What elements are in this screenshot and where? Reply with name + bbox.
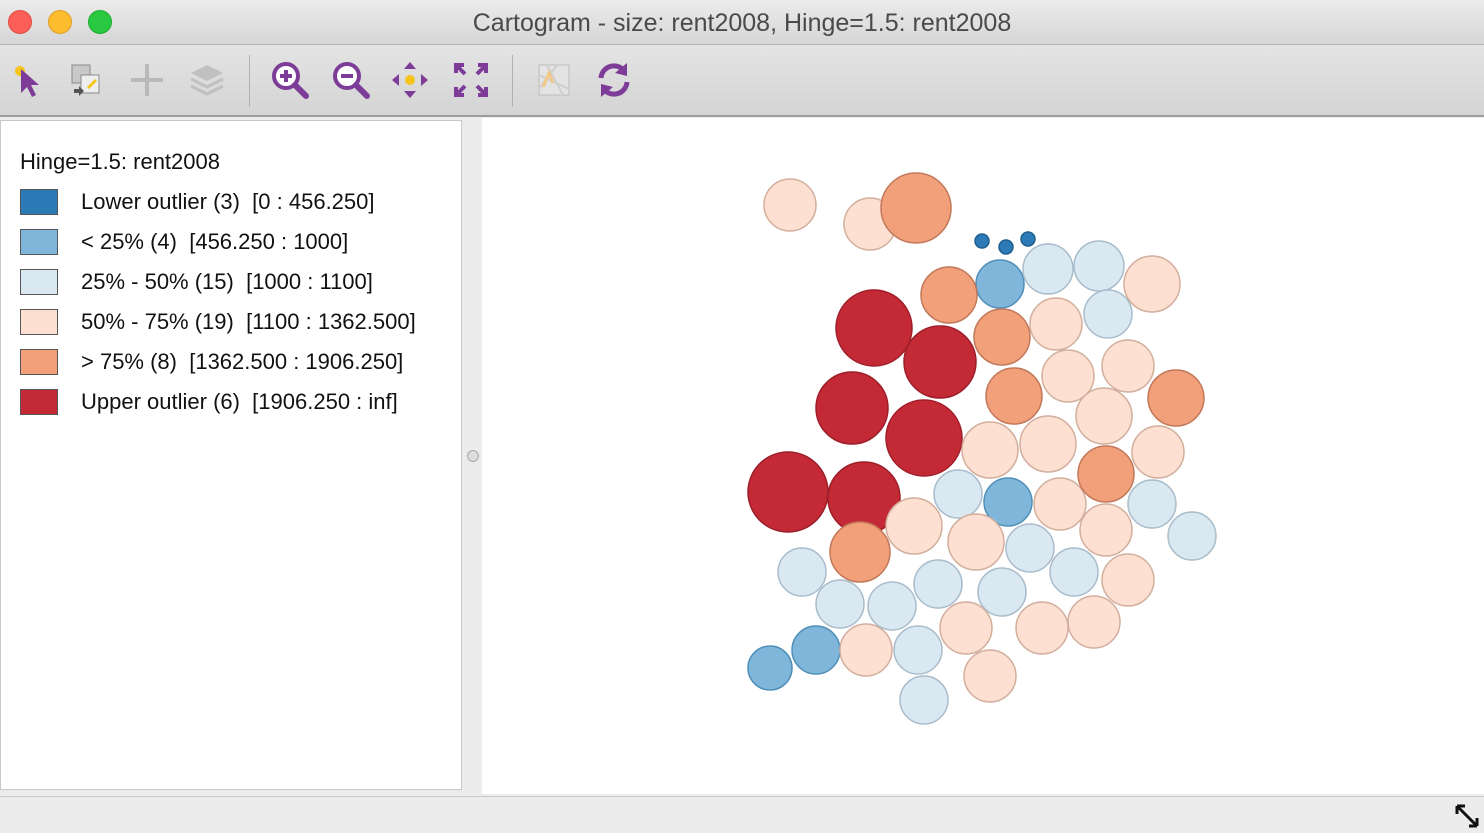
cartogram-circle[interactable] <box>1020 231 1036 247</box>
cartogram-circle[interactable] <box>1022 243 1074 295</box>
legend-item-above-75[interactable]: > 75% (8) [1362.500 : 1906.250] <box>20 348 403 376</box>
legend-item-label: Lower outlier (3) [0 : 456.250] <box>81 189 375 214</box>
cartogram-circle[interactable] <box>974 233 990 249</box>
cartogram-circle[interactable] <box>747 451 829 533</box>
cartogram-circle[interactable] <box>815 579 865 629</box>
cartogram-circle[interactable] <box>1131 425 1185 479</box>
cartogram-circle[interactable] <box>961 421 1019 479</box>
cartogram-circle[interactable] <box>777 547 827 597</box>
cartogram-circle[interactable] <box>913 559 963 609</box>
cartogram-circle[interactable] <box>1083 289 1133 339</box>
cartogram-circle[interactable] <box>1147 369 1205 427</box>
cartogram-circle[interactable] <box>893 625 943 675</box>
toolbar <box>0 45 1484 117</box>
cartogram-circle[interactable] <box>747 645 793 691</box>
cartogram-circle[interactable] <box>791 625 841 675</box>
cartogram-circle[interactable] <box>1127 479 1177 529</box>
cartogram-circle[interactable] <box>1073 240 1125 292</box>
cartogram-circle[interactable] <box>880 172 952 244</box>
legend-swatch <box>20 309 58 335</box>
cartogram-circle[interactable] <box>1005 523 1055 573</box>
layers-icon[interactable] <box>184 57 230 103</box>
cartogram-circle[interactable] <box>975 259 1025 309</box>
cartogram-circle[interactable] <box>867 581 917 631</box>
cartogram-circle[interactable] <box>1079 503 1133 557</box>
cartogram-circle[interactable] <box>998 239 1014 255</box>
legend-item-label: 25% - 50% (15) [1000 : 1100] <box>81 269 373 294</box>
basemap-icon[interactable] <box>531 57 577 103</box>
title-bar: Cartogram - size: rent2008, Hinge=1.5: r… <box>0 0 1484 45</box>
cartogram-circle[interactable] <box>1033 477 1087 531</box>
copy-map-icon[interactable] <box>63 57 109 103</box>
legend-item-label: 50% - 75% (19) [1100 : 1362.500] <box>81 309 416 334</box>
cartogram-circle[interactable] <box>920 266 978 324</box>
full-extent-icon[interactable] <box>448 57 494 103</box>
cartogram-circle[interactable] <box>899 675 949 725</box>
refresh-icon[interactable] <box>591 57 637 103</box>
legend-swatch <box>20 229 58 255</box>
panel-splitter[interactable] <box>463 120 481 792</box>
cartogram-canvas[interactable] <box>482 118 1484 794</box>
cartogram-circle[interactable] <box>835 289 913 367</box>
cartogram-circle[interactable] <box>977 567 1027 617</box>
cartogram-circle[interactable] <box>1015 601 1069 655</box>
legend-item-lower-outlier[interactable]: Lower outlier (3) [0 : 456.250] <box>20 188 375 216</box>
minimize-window-button[interactable] <box>48 10 72 34</box>
legend-swatch <box>20 269 58 295</box>
cartogram-circle[interactable] <box>985 367 1043 425</box>
zoom-in-icon[interactable] <box>266 57 312 103</box>
status-bar <box>0 796 1484 833</box>
cartogram-circle[interactable] <box>947 513 1005 571</box>
close-window-button[interactable] <box>8 10 32 34</box>
cartogram-circle[interactable] <box>815 371 889 445</box>
cartogram-circle[interactable] <box>1067 595 1121 649</box>
cartogram-circle[interactable] <box>829 521 891 583</box>
cartogram-circle[interactable] <box>963 649 1017 703</box>
cartogram-circle[interactable] <box>903 325 977 399</box>
legend-item-below-25[interactable]: < 25% (4) [456.250 : 1000] <box>20 228 348 256</box>
legend-item-label: > 75% (8) [1362.500 : 1906.250] <box>81 349 404 374</box>
cartogram-circle[interactable] <box>1077 445 1135 503</box>
cartogram-circle[interactable] <box>933 469 983 519</box>
cartogram-circle[interactable] <box>1075 387 1133 445</box>
cartogram-circle[interactable] <box>1041 349 1095 403</box>
resize-icon[interactable] <box>1454 803 1480 829</box>
legend-swatch <box>20 389 58 415</box>
select-arrow-icon[interactable] <box>6 57 52 103</box>
maximize-window-button[interactable] <box>88 10 112 34</box>
cartogram-circle[interactable] <box>939 601 993 655</box>
cartogram-circle[interactable] <box>885 497 943 555</box>
cartogram-circle[interactable] <box>1101 553 1155 607</box>
splitter-handle[interactable] <box>467 450 479 462</box>
cartogram-circle[interactable] <box>885 399 963 477</box>
add-layer-icon[interactable] <box>124 57 170 103</box>
legend-swatch <box>20 349 58 375</box>
zoom-out-icon[interactable] <box>327 57 373 103</box>
legend-item-label: Upper outlier (6) [1906.250 : inf] <box>81 389 398 414</box>
cartogram-circle[interactable] <box>839 623 893 677</box>
toolbar-separator <box>249 55 250 107</box>
cartogram-map[interactable] <box>482 118 1484 794</box>
legend-item-25-50[interactable]: 25% - 50% (15) [1000 : 1100] <box>20 268 373 296</box>
cartogram-circle[interactable] <box>1029 297 1083 351</box>
legend-item-label: < 25% (4) [456.250 : 1000] <box>81 229 349 254</box>
cartogram-circle[interactable] <box>763 178 817 232</box>
pan-icon[interactable] <box>387 57 433 103</box>
legend-title: Hinge=1.5: rent2008 <box>20 149 220 174</box>
cartogram-circle[interactable] <box>1167 511 1217 561</box>
window-title: Cartogram - size: rent2008, Hinge=1.5: r… <box>472 9 1012 37</box>
legend-item-50-75[interactable]: 50% - 75% (19) [1100 : 1362.500] <box>20 308 416 336</box>
cartogram-circle[interactable] <box>1101 339 1155 393</box>
legend-swatch <box>20 189 58 215</box>
cartogram-circle[interactable] <box>1123 255 1181 313</box>
toolbar-separator <box>512 55 513 107</box>
cartogram-circle[interactable] <box>1019 415 1077 473</box>
cartogram-circle[interactable] <box>983 477 1033 527</box>
cartogram-circle[interactable] <box>1049 547 1099 597</box>
cartogram-circle[interactable] <box>973 308 1031 366</box>
legend-item-upper-outlier[interactable]: Upper outlier (6) [1906.250 : inf] <box>20 388 398 416</box>
legend-panel: Hinge=1.5: rent2008 Lower outlier (3) [0… <box>0 120 462 790</box>
